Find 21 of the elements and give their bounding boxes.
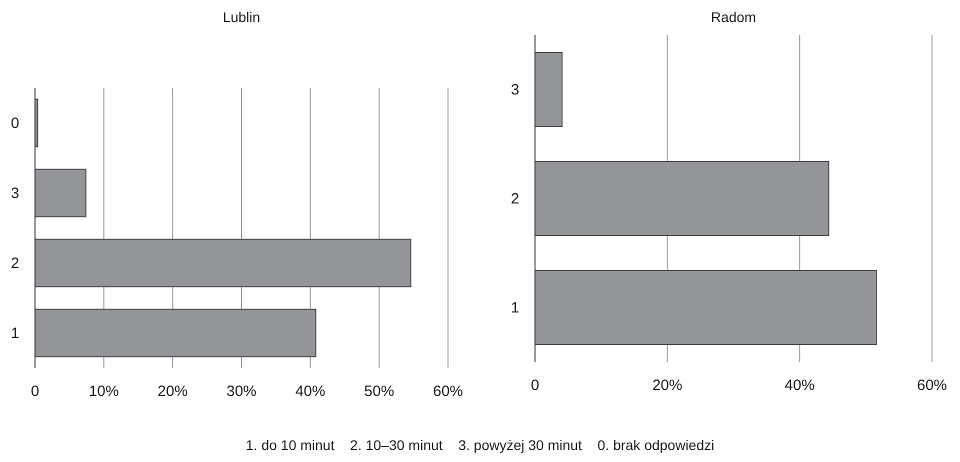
y-tick-label: 1 [10, 325, 20, 342]
x-tick-label: 0 [530, 377, 540, 394]
chart-title: Lublin [222, 9, 260, 25]
x-tick-label: 40% [295, 383, 326, 400]
y-tick-label: 1 [510, 300, 520, 316]
x-tick-label: 20% [652, 377, 682, 394]
text: 1. do 10 minut 2. 10–30 minut 3. powyżej 30 minut 0. brak odpowiedzi [246, 437, 714, 453]
x-tick-label: 60% [432, 383, 464, 400]
x-tick-label: 60% [916, 377, 948, 394]
y-tick-label: 3 [10, 185, 20, 202]
x-tick-label: 20% [158, 383, 188, 400]
y-tick-label: 2 [510, 190, 520, 208]
x-tick-label: 30% [226, 383, 257, 400]
x-tick-label: 10% [88, 383, 119, 400]
y-tick-label: 0 [10, 115, 20, 132]
x-tick-label: 40% [784, 377, 815, 394]
y-tick-label: 2 [10, 255, 20, 272]
y-tick-label: 3 [510, 82, 520, 98]
x-tick-label: 50% [364, 383, 394, 400]
x-tick-label: 0 [30, 383, 40, 400]
chart-title: Radom [710, 9, 756, 25]
